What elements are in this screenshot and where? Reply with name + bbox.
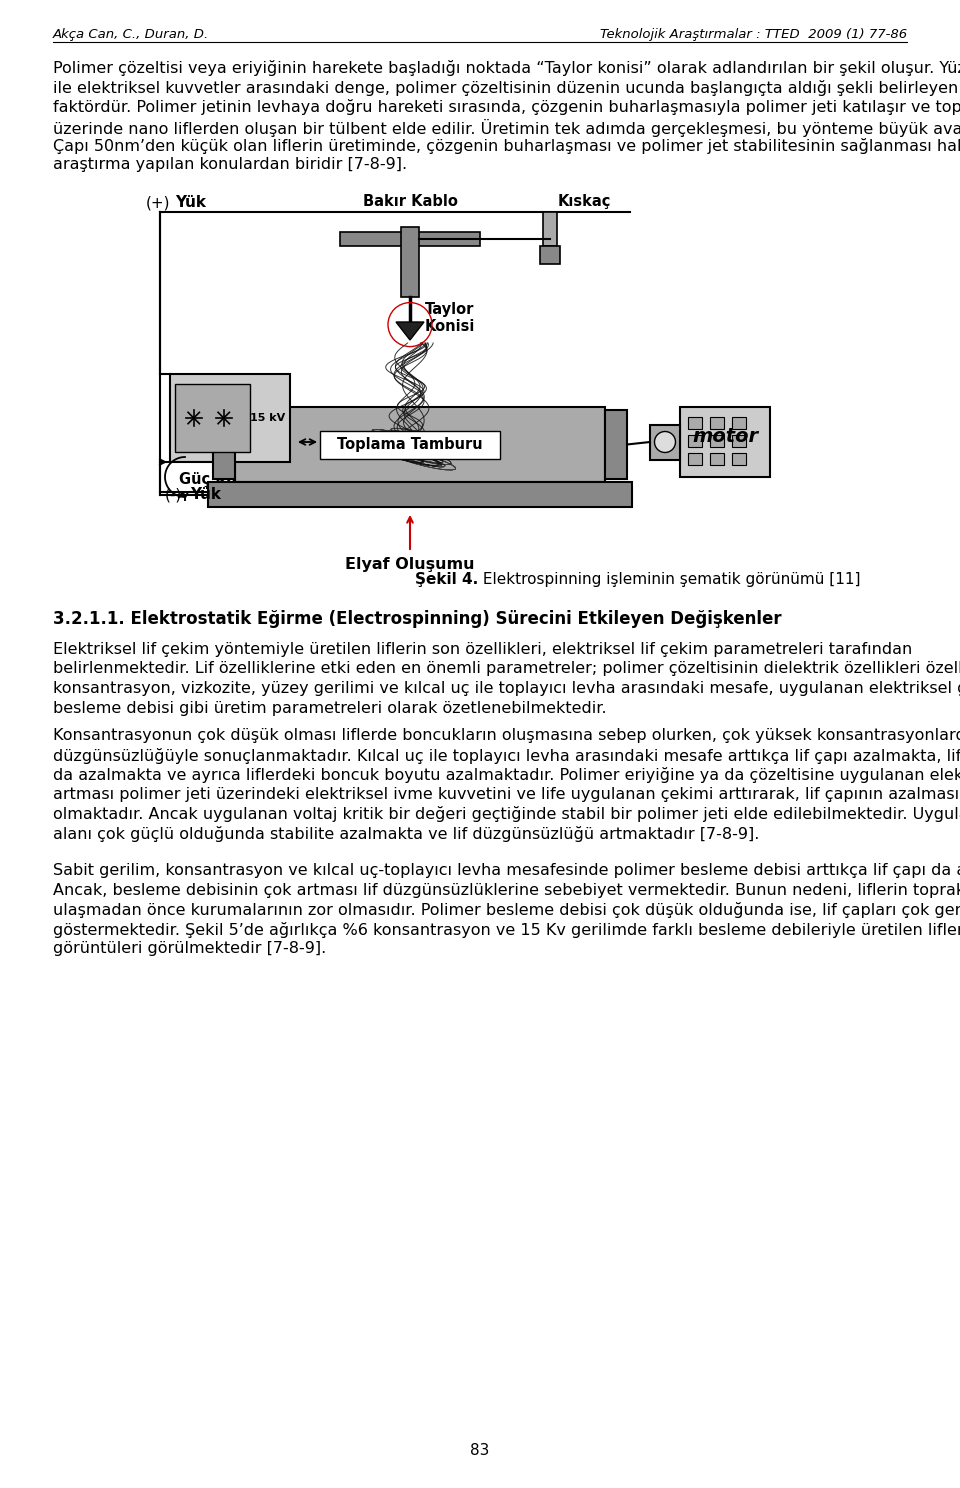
Text: Kıskaç: Kıskaç bbox=[558, 193, 612, 208]
Text: görüntüleri görülmektedir [7-8-9].: görüntüleri görülmektedir [7-8-9]. bbox=[53, 940, 326, 955]
Text: düzgünsüzlüğüyle sonuçlanmaktadır. Kılcal uç ile toplayıcı levha arasındaki mesa: düzgünsüzlüğüyle sonuçlanmaktadır. Kılca… bbox=[53, 747, 960, 763]
Text: konsantrasyon, vizkozite, yüzey gerilimi ve kılcal uç ile toplayıcı levha arasın: konsantrasyon, vizkozite, yüzey gerilimi… bbox=[53, 682, 960, 696]
Text: Elektrospinning işleminin şematik görünümü [11]: Elektrospinning işleminin şematik görünü… bbox=[478, 571, 860, 586]
Bar bbox=[688, 434, 702, 446]
Text: besleme debisi gibi üretim parametreleri olarak özetlenebilmektedir.: besleme debisi gibi üretim parametreleri… bbox=[53, 701, 607, 716]
Bar bbox=[340, 232, 480, 246]
Text: Şekil 4.: Şekil 4. bbox=[415, 571, 478, 586]
Text: 15 kV: 15 kV bbox=[251, 414, 286, 423]
Bar bbox=[208, 482, 632, 507]
Text: Konsantrasyonun çok düşük olması liflerde boncukların oluşmasına sebep olurken, : Konsantrasyonun çok düşük olması liflerd… bbox=[53, 728, 960, 743]
Text: Yük: Yük bbox=[175, 195, 206, 210]
Text: araştırma yapılan konulardan biridir [7-8-9].: araştırma yapılan konulardan biridir [7-… bbox=[53, 158, 407, 173]
Text: Sabit gerilim, konsantrasyon ve kılcal uç-toplayıcı levha mesafesinde polimer be: Sabit gerilim, konsantrasyon ve kılcal u… bbox=[53, 863, 960, 878]
Text: Yük: Yük bbox=[190, 487, 221, 501]
Bar bbox=[605, 411, 627, 479]
Text: alanı çok güçlü olduğunda stabilite azalmakta ve lif düzgünsüzlüğü artmaktadır [: alanı çok güçlü olduğunda stabilite azal… bbox=[53, 826, 759, 842]
Text: olmaktadır. Ancak uygulanan voltaj kritik bir değeri geçtiğinde stabil bir polim: olmaktadır. Ancak uygulanan voltaj kriti… bbox=[53, 806, 960, 821]
Bar bbox=[732, 434, 746, 446]
Text: Taylor
Konisi: Taylor Konisi bbox=[425, 302, 475, 335]
Bar bbox=[650, 424, 680, 460]
Bar bbox=[175, 384, 250, 452]
Text: Elektriksel lif çekim yöntemiyle üretilen liflerin son özellikleri, elektriksel : Elektriksel lif çekim yöntemiyle üretile… bbox=[53, 641, 912, 658]
Text: ile elektriksel kuvvetler arasındaki denge, polimer çözeltisinin düzenin ucunda : ile elektriksel kuvvetler arasındaki den… bbox=[53, 79, 960, 95]
Text: motor: motor bbox=[692, 427, 758, 446]
Polygon shape bbox=[396, 321, 424, 339]
Bar bbox=[732, 417, 746, 429]
FancyBboxPatch shape bbox=[170, 373, 290, 461]
Bar bbox=[688, 417, 702, 429]
Text: Ancak, besleme debisinin çok artması lif düzgünsüzlüklerine sebebiyet vermektedi: Ancak, besleme debisinin çok artması lif… bbox=[53, 882, 960, 897]
Text: ulaşmadan önce kurumalarının zor olmasıdır. Polimer besleme debisi çok düşük old: ulaşmadan önce kurumalarının zor olmasıd… bbox=[53, 902, 960, 918]
Text: Güç Kaynağı: Güç Kaynağı bbox=[179, 472, 281, 487]
Bar bbox=[320, 430, 500, 458]
Text: Elyaf Oluşumu: Elyaf Oluşumu bbox=[346, 557, 475, 571]
Text: Akça Can, C., Duran, D.: Akça Can, C., Duran, D. bbox=[53, 28, 209, 42]
Text: da azalmakta ve ayrıca liflerdeki boncuk boyutu azalmaktadır. Polimer eriyiğine : da azalmakta ve ayrıca liflerdeki boncuk… bbox=[53, 766, 960, 783]
Text: Teknolojik Araştırmalar : TTED  2009 (1) 77-86: Teknolojik Araştırmalar : TTED 2009 (1) … bbox=[600, 28, 907, 42]
Text: artması polimer jeti üzerindeki elektriksel ivme kuvvetini ve life uygulanan çek: artması polimer jeti üzerindeki elektrik… bbox=[53, 787, 960, 802]
Bar bbox=[235, 408, 605, 482]
Bar bbox=[710, 434, 724, 446]
Text: Polimer çözeltisi veya eriyiğinin harekete başladığı noktada “Taylor konisi” ola: Polimer çözeltisi veya eriyiğinin hareke… bbox=[53, 60, 960, 76]
Bar bbox=[732, 452, 746, 464]
Bar bbox=[688, 452, 702, 464]
Bar bbox=[680, 408, 770, 478]
Bar bbox=[543, 211, 557, 246]
Bar bbox=[710, 452, 724, 464]
Text: (+): (+) bbox=[146, 195, 170, 210]
Circle shape bbox=[655, 432, 676, 452]
Text: 3.2.1.1. Elektrostatik Eğirme (Electrospinning) Sürecini Etkileyen Değişkenler: 3.2.1.1. Elektrostatik Eğirme (Electrosp… bbox=[53, 610, 781, 628]
Text: göstermektedir. Şekil 5’de ağırlıkça %6 konsantrasyon ve 15 Kv gerilimde farklı : göstermektedir. Şekil 5’de ağırlıkça %6 … bbox=[53, 921, 960, 937]
Bar bbox=[401, 228, 419, 298]
Bar bbox=[213, 411, 235, 479]
Text: Toplama Tamburu: Toplama Tamburu bbox=[337, 437, 483, 452]
Bar bbox=[540, 246, 560, 263]
Text: (-): (-) bbox=[165, 487, 182, 501]
Bar bbox=[710, 417, 724, 429]
Text: üzerinde nano liflerden oluşan bir tülbent elde edilir. Üretimin tek adımda gerç: üzerinde nano liflerden oluşan bir tülbe… bbox=[53, 119, 960, 137]
Text: belirlenmektedir. Lif özelliklerine etki eden en önemli parametreler; polimer çö: belirlenmektedir. Lif özelliklerine etki… bbox=[53, 662, 960, 677]
Text: 83: 83 bbox=[470, 1443, 490, 1458]
Text: Bakır Kablo: Bakır Kablo bbox=[363, 193, 457, 208]
Text: Çapı 50nm’den küçük olan liflerin üretiminde, çözgenin buharlaşması ve polimer j: Çapı 50nm’den küçük olan liflerin üretim… bbox=[53, 138, 960, 153]
Text: faktördür. Polimer jetinin levhaya doğru hareketi sırasında, çözgenin buharlaşma: faktördür. Polimer jetinin levhaya doğru… bbox=[53, 100, 960, 115]
